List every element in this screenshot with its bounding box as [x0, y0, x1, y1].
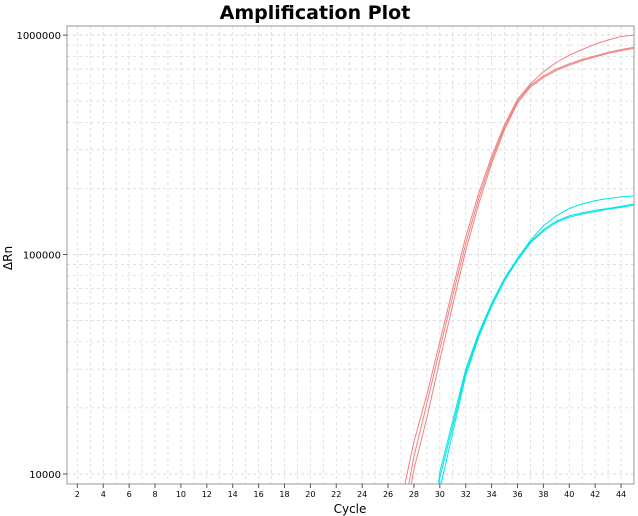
series-line-1: [404, 34, 634, 484]
x-axis-label: Cycle: [334, 502, 367, 516]
chart-title: Amplification Plot: [220, 2, 411, 24]
x-tick-label: 28: [409, 490, 419, 499]
x-tick-label: 38: [538, 490, 548, 499]
x-tick-label: 10: [176, 490, 186, 499]
x-tick-label: 32: [461, 490, 471, 499]
x-tick-label: 30: [435, 490, 445, 499]
series-line-6: [440, 204, 634, 484]
x-tick-label: 4: [101, 490, 106, 499]
series-line-3: [410, 47, 634, 484]
x-tick-label: 22: [331, 490, 341, 499]
y-axis-label: ΔRn: [1, 246, 15, 270]
x-tick-label: 34: [487, 490, 497, 499]
x-tick-label: 40: [564, 490, 574, 499]
x-tick-label: 12: [202, 490, 212, 499]
series-line-2: [408, 46, 634, 484]
series-line-4: [438, 195, 634, 484]
x-tick-label: 14: [228, 490, 238, 499]
y-tick-label: 1000000: [16, 31, 61, 42]
x-tick-label: 18: [279, 490, 289, 499]
x-tick-label: 6: [127, 490, 132, 499]
x-tick-label: 24: [357, 490, 367, 499]
x-tick-label: 2: [75, 490, 80, 499]
x-tick-label: 42: [590, 490, 600, 499]
y-tick-label: 10000: [29, 470, 61, 481]
x-tick-label: 16: [253, 490, 263, 499]
x-tick-label: 20: [305, 490, 315, 499]
x-tick-label: 44: [616, 490, 626, 499]
x-tick-label: 36: [512, 490, 522, 499]
x-tick-label: 26: [383, 490, 393, 499]
y-tick-label: 100000: [23, 251, 61, 262]
plot-area: 2 4 6 8 10 12 14 16 18 20 22 24 26 28 30 32 34 36 38 40 42 44…: [16, 25, 635, 499]
x-tick-label: 8: [152, 490, 157, 499]
series-line-5: [439, 203, 634, 484]
